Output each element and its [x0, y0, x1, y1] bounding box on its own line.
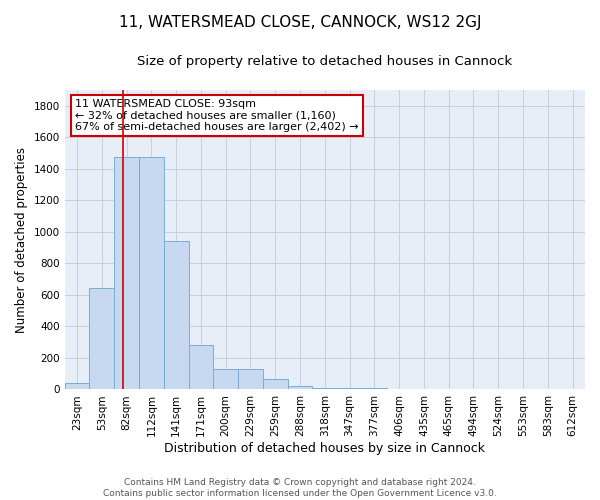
Bar: [114, 157, 139, 390]
Bar: [362, 388, 387, 390]
Bar: [214, 369, 238, 390]
Bar: [313, 388, 337, 390]
Bar: [89, 288, 114, 390]
Bar: [337, 388, 362, 390]
X-axis label: Distribution of detached houses by size in Cannock: Distribution of detached houses by size …: [164, 442, 485, 455]
Bar: [238, 369, 263, 390]
Bar: [164, 242, 188, 390]
Bar: [65, 383, 89, 390]
Y-axis label: Number of detached properties: Number of detached properties: [15, 146, 28, 332]
Bar: [139, 157, 164, 390]
Bar: [287, 386, 313, 390]
Bar: [263, 379, 287, 390]
Bar: [188, 344, 214, 390]
Title: Size of property relative to detached houses in Cannock: Size of property relative to detached ho…: [137, 55, 512, 68]
Text: 11, WATERSMEAD CLOSE, CANNOCK, WS12 2GJ: 11, WATERSMEAD CLOSE, CANNOCK, WS12 2GJ: [119, 15, 481, 30]
Text: 11 WATERSMEAD CLOSE: 93sqm
← 32% of detached houses are smaller (1,160)
67% of s: 11 WATERSMEAD CLOSE: 93sqm ← 32% of deta…: [75, 99, 359, 132]
Text: Contains HM Land Registry data © Crown copyright and database right 2024.
Contai: Contains HM Land Registry data © Crown c…: [103, 478, 497, 498]
